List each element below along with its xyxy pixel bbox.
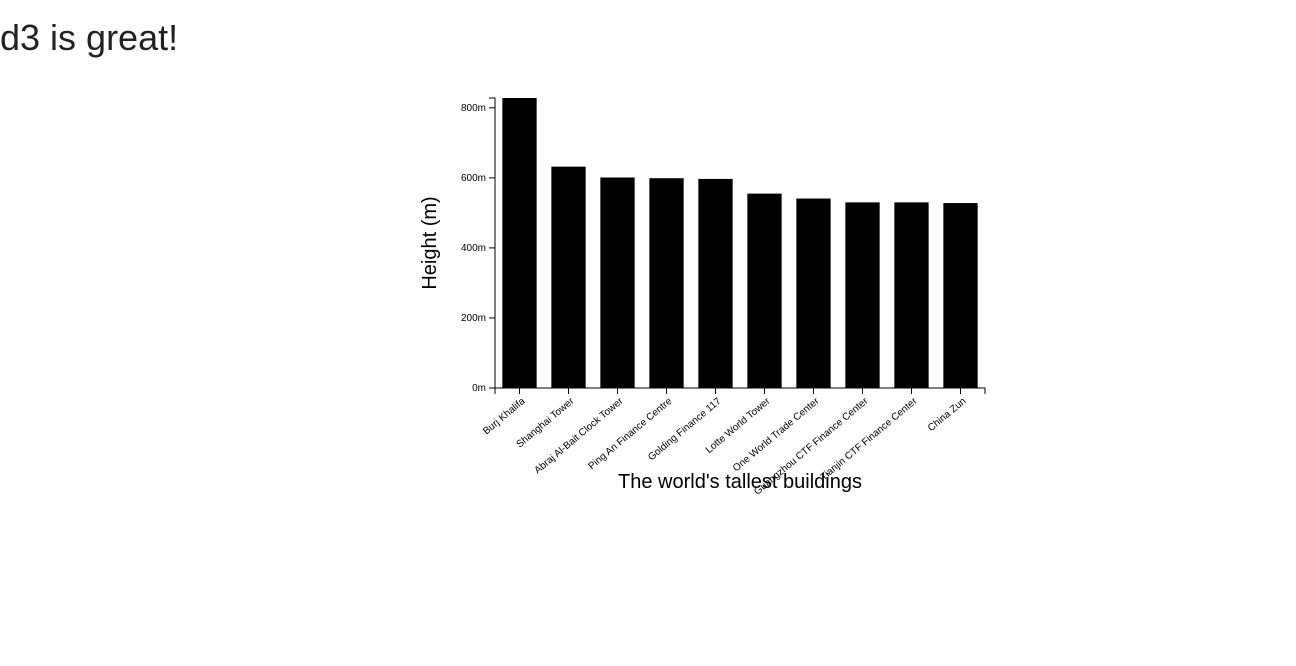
bar-2 [600, 177, 635, 388]
bar-4 [698, 178, 733, 388]
bar-9 [943, 203, 978, 388]
bar-3 [649, 178, 684, 388]
page-heading: d3 is great! [0, 17, 179, 58]
x-tick-label-3: Ping An Finance Centre [586, 396, 674, 473]
y-tick-label-2: 400m [461, 243, 486, 254]
y-axis-title: Height (m) [419, 196, 441, 289]
bar-8 [894, 202, 929, 388]
bar-6 [796, 198, 831, 388]
x-tick-label-2: Abraj Al-Bait Clock Tower [532, 395, 625, 476]
bar-7 [845, 202, 880, 388]
x-tick-label-6: One World Trade Center [731, 395, 822, 474]
x-tick-label-9: China Zun [926, 396, 968, 434]
bar-5 [747, 193, 782, 388]
y-axis: 0m 200m 400m 600m 800m [461, 97, 496, 394]
bar-0 [502, 98, 537, 388]
y-axis-line [489, 97, 496, 389]
bar-1 [551, 166, 586, 388]
x-tick-label-8: Tianjin CTF Finance Center [819, 395, 920, 483]
x-axis-line [494, 387, 986, 394]
x-axis-title: The world's tallest buildings [618, 471, 862, 493]
bars [502, 98, 978, 388]
y-tick-label-3: 600m [461, 173, 486, 184]
y-tick-label-0: 0m [472, 383, 486, 394]
x-tick-label-0: Burj Khalifa [481, 396, 528, 438]
y-tick-label-4: 800m [461, 103, 486, 114]
y-tick-label-1: 200m [461, 313, 486, 324]
